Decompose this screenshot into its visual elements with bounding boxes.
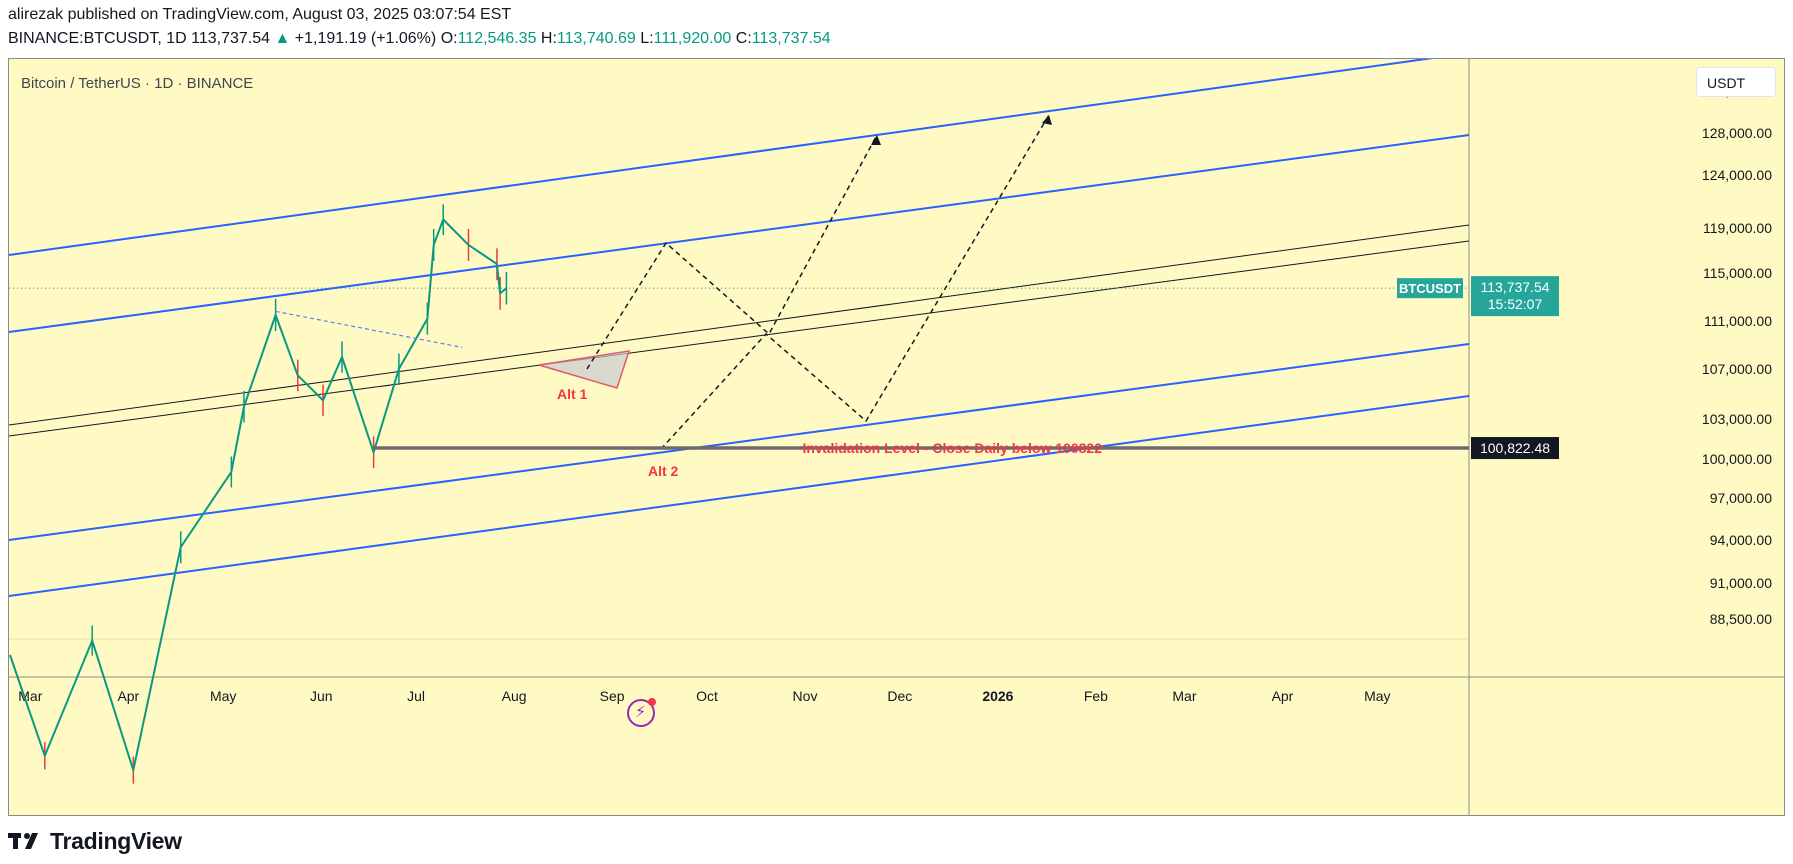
high-label: H: xyxy=(540,30,557,47)
y-tick-label: 103,000.00 xyxy=(1702,411,1772,427)
y-tick-label: 115,000.00 xyxy=(1703,265,1772,281)
tradingview-footer: TradingView xyxy=(8,826,182,856)
chart-pane[interactable]: 132,000.00128,000.00124,000.00119,000.00… xyxy=(8,58,1785,816)
lower-inner-channel-line xyxy=(9,343,1470,541)
invalidation-price-tag xyxy=(1471,437,1559,460)
low-value: 111,920.00 xyxy=(653,30,732,47)
price-change: +1,191.19 (+1.06%) xyxy=(294,30,437,47)
symbol-price-tag-text: BTCUSDT xyxy=(1399,281,1461,296)
bolt-icon[interactable]: ⚡ xyxy=(627,698,656,727)
up-arrow-icon: ▲ xyxy=(274,30,291,47)
last-price-tag xyxy=(1471,276,1559,317)
projection-path-2 xyxy=(660,114,1050,450)
symbol-ohlc-bar: BINANCE:BTCUSDT, 1D 113,737.54 ▲ +1,191.… xyxy=(8,30,831,48)
close-value: 113,737.54 xyxy=(751,30,831,47)
y-tick-label: 111,000.00 xyxy=(1704,313,1772,329)
x-tick-label: Mar xyxy=(18,688,42,704)
x-tick-label: Apr xyxy=(1272,688,1294,704)
x-tick-label: Feb xyxy=(1084,688,1108,704)
x-tick-label: Dec xyxy=(887,688,912,704)
y-tick-label: 88,500.00 xyxy=(1710,611,1772,627)
x-tick-label: Apr xyxy=(117,688,139,704)
last-price-tag-text: 113,737.54 xyxy=(1480,279,1549,295)
symbol-price-tag xyxy=(1397,278,1463,299)
last-price: 113,737.54 xyxy=(191,30,271,47)
x-tick-label: Nov xyxy=(793,688,818,704)
alt2-label: Alt 2 xyxy=(648,463,679,479)
x-tick-label: Mar xyxy=(1172,688,1196,704)
x-tick-label: Jul xyxy=(407,688,425,704)
x-tick-label: May xyxy=(1364,688,1390,704)
y-tick-label: 128,000.00 xyxy=(1702,125,1772,141)
x-tick-label: May xyxy=(210,688,236,704)
dashed-trendline xyxy=(275,310,463,348)
x-tick-label: Jun xyxy=(310,688,333,704)
price-chart[interactable]: 132,000.00128,000.00124,000.00119,000.00… xyxy=(9,59,1785,816)
symbol-name[interactable]: BINANCE:BTCUSDT, 1D xyxy=(8,30,187,47)
alt1-triangle xyxy=(538,350,631,389)
alt1-label: Alt 1 xyxy=(557,386,588,402)
lower-channel-line xyxy=(9,395,1470,597)
lightning-icon: ⚡ xyxy=(635,704,647,721)
invalidation-price-text: 100,822.48 xyxy=(1480,440,1550,456)
upper-inner-channel-line xyxy=(9,134,1470,333)
chart-legend-title: Bitcoin / TetherUS · 1D · BINANCE xyxy=(21,75,254,92)
y-tick-label: 97,000.00 xyxy=(1710,490,1772,506)
currency-button[interactable]: USDT xyxy=(1696,67,1776,97)
y-tick-label: 91,000.00 xyxy=(1710,575,1772,591)
y-tick-label: 119,000.00 xyxy=(1703,220,1772,236)
x-tick-label: 2026 xyxy=(982,688,1013,704)
support-line-2 xyxy=(9,240,1470,437)
x-tick-label: Oct xyxy=(696,688,718,704)
price-series-line xyxy=(9,218,508,772)
y-tick-label: 124,000.00 xyxy=(1702,167,1772,183)
tradingview-brand: TradingView xyxy=(50,827,182,854)
notification-dot-icon xyxy=(648,698,656,706)
y-tick-label: 94,000.00 xyxy=(1710,532,1772,548)
upper-channel-line xyxy=(9,59,1433,256)
close-label: C: xyxy=(735,30,752,47)
projection-path-1 xyxy=(586,134,878,370)
tradingview-logo-icon xyxy=(8,833,38,849)
arrow-head-icon xyxy=(871,135,881,145)
publish-info: alirezak published on TradingView.com, A… xyxy=(8,6,512,23)
countdown-text: 15:52:07 xyxy=(1488,296,1543,312)
y-tick-label: 100,000.00 xyxy=(1702,451,1772,467)
support-line-1 xyxy=(9,224,1470,426)
x-tick-label: Sep xyxy=(600,688,625,704)
low-label: L: xyxy=(640,30,654,47)
invalidation-label: Invalidation Level - Close Daily below 1… xyxy=(802,440,1102,456)
x-tick-label: Aug xyxy=(502,688,527,704)
open-value: 112,546.35 xyxy=(457,30,537,47)
high-value: 113,740.69 xyxy=(556,30,636,47)
y-tick-label: 107,000.00 xyxy=(1702,361,1772,377)
open-label: O: xyxy=(440,30,458,47)
arrow-head-icon xyxy=(1042,115,1052,125)
